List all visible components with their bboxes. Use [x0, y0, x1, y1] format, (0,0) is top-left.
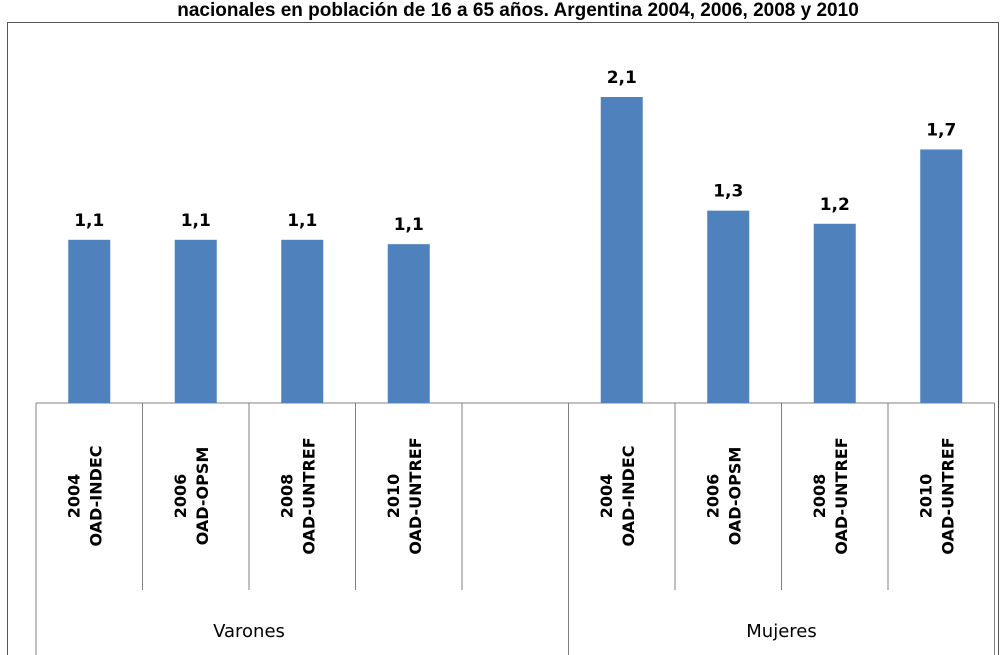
tick-label: 2008 OAD-UNTREF	[810, 437, 851, 554]
bar-mujeres-2004	[601, 97, 643, 403]
tick-label: 2006 OAD-OPSM	[703, 447, 744, 546]
tick-label-source: OAD-OPSM	[193, 447, 212, 546]
bar-varones-2008	[281, 240, 323, 403]
tick-label: 2004 OAD-INDEC	[64, 445, 105, 546]
bar-mujeres-2006	[707, 211, 749, 403]
tick-label-year: 2010	[384, 474, 403, 519]
chart-title: nacionales en población de 16 a 65 años.…	[177, 0, 859, 21]
tick-label-year: 2010	[916, 474, 935, 519]
group-label-varones: Varones	[213, 621, 285, 642]
data-label: 1,1	[394, 215, 424, 235]
data-label: 1,1	[287, 211, 317, 231]
data-label: 1,7	[926, 120, 956, 140]
tick-label-source: OAD-INDEC	[619, 445, 638, 546]
data-label: 1,1	[181, 211, 211, 231]
tick-label-year: 2008	[277, 474, 296, 519]
tick-label: 2008 OAD-UNTREF	[277, 437, 318, 554]
bar-mujeres-2010	[920, 149, 962, 403]
tick-label-year: 2008	[810, 474, 829, 519]
tick-label-source: OAD-UNTREF	[299, 437, 318, 554]
bar-varones-2004	[68, 240, 110, 403]
tick-label-year: 2006	[703, 474, 722, 519]
data-label: 2,1	[607, 68, 637, 88]
data-label: 1,1	[74, 211, 104, 231]
tick-label: 2004 OAD-INDEC	[597, 445, 638, 546]
tick-label-source: OAD-UNTREF	[406, 437, 425, 554]
bar-varones-2006	[175, 240, 217, 403]
bar-mujeres-2008	[814, 224, 856, 403]
data-label: 1,3	[713, 182, 743, 202]
tick-label-year: 2004	[597, 474, 616, 519]
tick-label-source: OAD-UNTREF	[938, 437, 957, 554]
tick-label-year: 2006	[171, 474, 190, 519]
tick-label: 2006 OAD-OPSM	[171, 447, 212, 546]
tick-label-source: OAD-UNTREF	[832, 437, 851, 554]
tick-label-source: OAD-INDEC	[86, 445, 105, 546]
tick-label-source: OAD-OPSM	[725, 447, 744, 546]
group-label-mujeres: Mujeres	[746, 621, 816, 642]
data-label: 1,2	[820, 195, 850, 215]
tick-label: 2010 OAD-UNTREF	[916, 437, 957, 554]
tick-label-year: 2004	[64, 474, 83, 519]
bar-varones-2010	[388, 244, 430, 403]
tick-label: 2010 OAD-UNTREF	[384, 437, 425, 554]
